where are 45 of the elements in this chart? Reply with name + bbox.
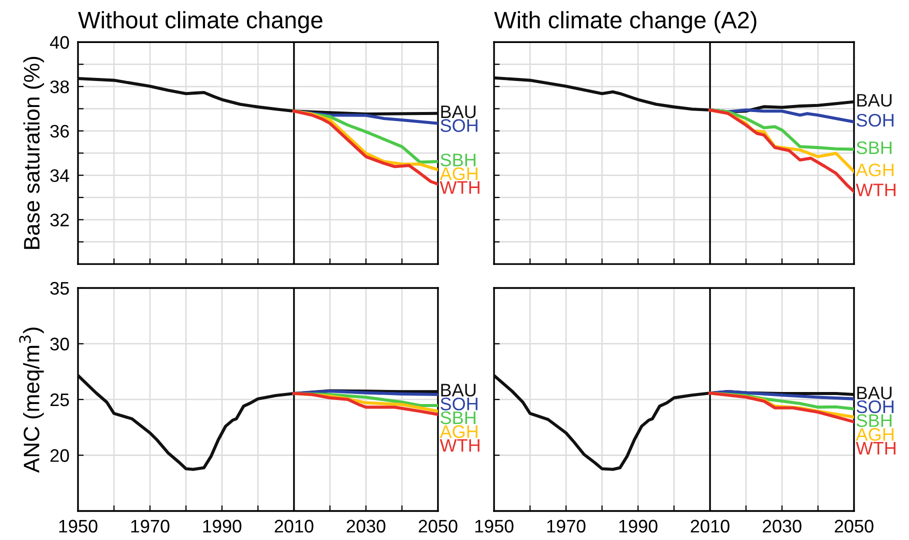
chart-title: With climate change (A2): [494, 11, 756, 34]
series-label: WTH: [440, 439, 480, 452]
series-label: SBH: [856, 141, 892, 154]
y-tick-label: 32: [50, 214, 69, 226]
y-tick-label: 30: [50, 338, 69, 350]
x-tick-label: 2010: [690, 520, 730, 533]
series-label: SOH: [440, 119, 478, 132]
series-label: SOH: [440, 398, 478, 410]
y-axis-title: ANC (meq/m$^{3}$): [19, 328, 44, 473]
x-tick-label: 1970: [131, 520, 170, 533]
series-label: SBH: [440, 411, 476, 424]
series-label: AGH: [856, 164, 894, 176]
series-label: SBH: [440, 154, 476, 166]
y-tick-label: 34: [50, 169, 70, 182]
series-label: SOH: [856, 114, 894, 127]
series-label: AGH: [856, 428, 894, 441]
series-label: BAU: [441, 384, 476, 397]
y-tick-label: 20: [50, 449, 69, 462]
y-tick-label: 36: [50, 124, 69, 138]
chart-title: Without climate change: [78, 11, 322, 34]
series-label: BAU: [441, 106, 476, 118]
x-tick-label: 2050: [418, 520, 458, 533]
y-tick-label: 38: [50, 80, 69, 94]
x-tick-label: 1990: [619, 520, 658, 533]
series-label: SOH: [856, 400, 894, 414]
series-label: AGH: [440, 167, 478, 180]
series-label: WTH: [856, 184, 896, 196]
x-tick-label: 2010: [274, 520, 314, 533]
x-tick-label: 2030: [346, 520, 386, 533]
x-tick-label: 1950: [475, 520, 514, 533]
x-tick-label: 1950: [59, 520, 98, 533]
series-label: BAU: [857, 386, 892, 400]
y-tick-label: 25: [50, 393, 69, 406]
y-tick-label: 40: [50, 36, 69, 49]
series-label: WTH: [856, 442, 896, 454]
x-tick-label: 2030: [762, 520, 802, 533]
x-tick-label: 1990: [203, 520, 242, 533]
series-label: SBH: [856, 414, 892, 427]
x-tick-label: 2050: [834, 520, 874, 533]
series-label: BAU: [857, 94, 892, 107]
series-label: AGH: [440, 425, 478, 438]
y-axis-title: Base saturation (%): [23, 56, 44, 249]
x-tick-label: 1970: [547, 520, 586, 533]
y-tick-label: 35: [50, 282, 69, 295]
series-label: WTH: [440, 181, 480, 194]
